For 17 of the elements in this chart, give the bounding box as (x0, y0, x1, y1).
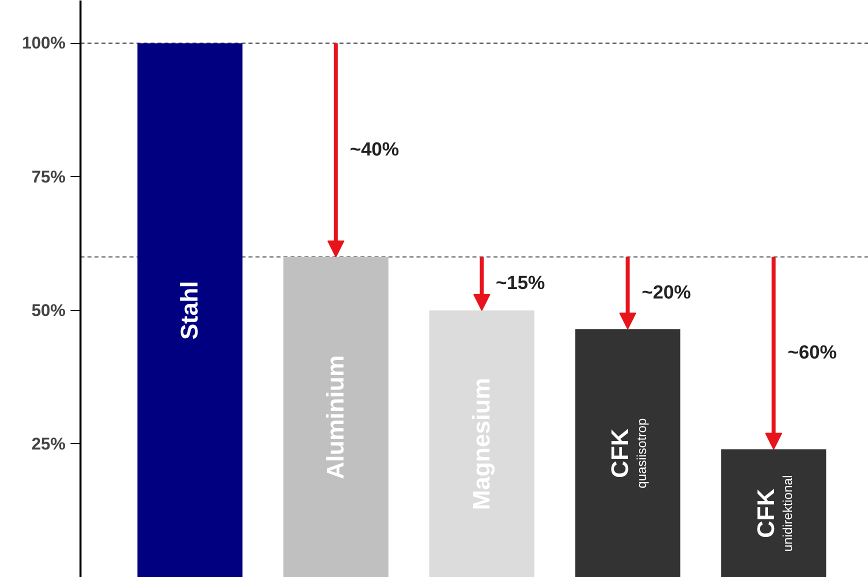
bar (137, 43, 242, 577)
annotation: ~60% (788, 342, 837, 364)
y-tick-label: 75% (31, 167, 66, 186)
y-tick-label: 50% (31, 300, 66, 320)
bar (429, 310, 534, 577)
x-tick-label: CFK unidirektional (753, 474, 796, 552)
bar (575, 329, 680, 577)
bar (283, 256, 388, 577)
x-tick-label: CFK quasiisotrop (607, 418, 650, 488)
x-tick-label: Stahl (176, 281, 204, 340)
y-tick-label: 25% (31, 434, 66, 454)
y-tick-label: 100% (22, 34, 66, 53)
annotation: ~40% (350, 140, 400, 161)
x-tick-label: Aluminium (322, 355, 350, 480)
bar (721, 449, 826, 577)
annotation: ~20% (642, 282, 691, 304)
annotation: ~15% (496, 273, 546, 294)
